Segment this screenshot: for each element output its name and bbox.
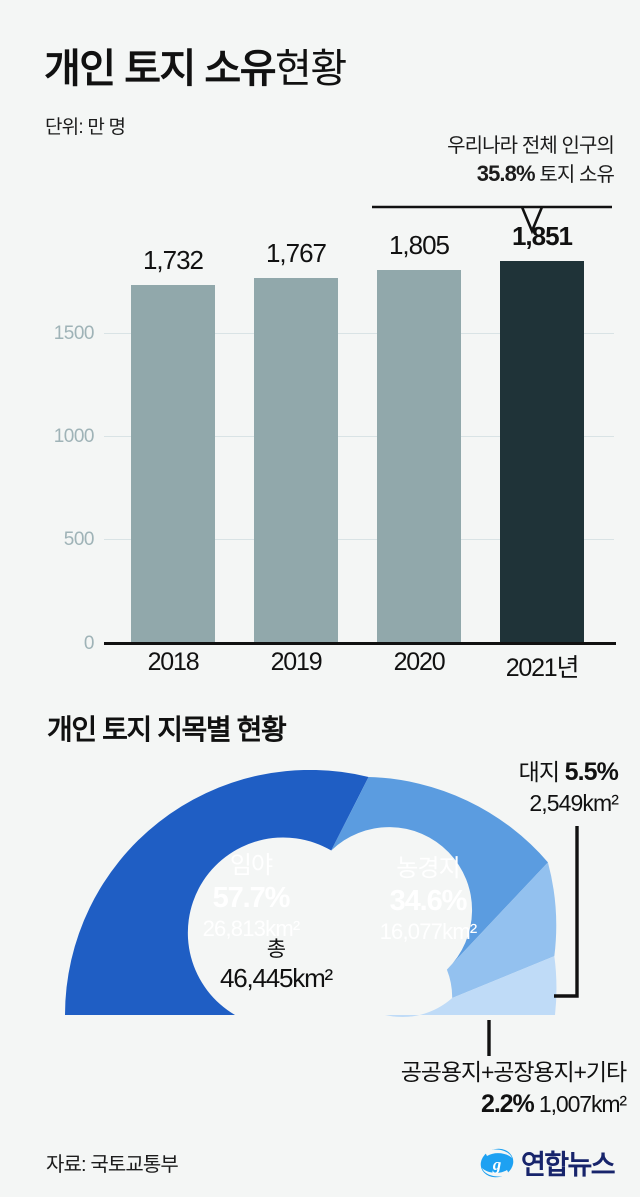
pie-callout-etc-area: 1,007km²: [538, 1090, 627, 1117]
pie-center-value: 46,445km²: [219, 962, 333, 993]
y-axis-tick-1000: 1000: [53, 426, 95, 447]
source-text: 자료: 국토교통부: [46, 1154, 179, 1176]
bar-value-2018: 1,732: [142, 245, 204, 275]
pie-label-nonggyeongji-name: 농경지: [396, 855, 460, 882]
pie-label-imya-name: 임야: [229, 852, 273, 879]
pie-label-nonggyeongji-percent: 34.6%: [389, 884, 468, 917]
callout-line-2: 35.8% 토지 소유: [447, 159, 615, 188]
pie-leader-daeji-icon: [554, 826, 579, 998]
bar-rect-2019: [254, 278, 338, 642]
svg-text:g: g: [492, 1155, 502, 1174]
callout-annotation: 우리나라 전체 인구의 35.8% 토지 소유: [447, 133, 615, 189]
pie-label-imya: 임야 57.7% 26,813km²: [156, 852, 346, 942]
pie-center-label: 총: [266, 938, 286, 961]
gridline-1500: [104, 333, 614, 334]
yonhap-logo-text: 연합뉴스: [521, 1150, 616, 1180]
callout-line-1: 우리나라 전체 인구의: [447, 135, 615, 157]
pie-slice-daeji[interactable]: [446, 862, 557, 999]
bar-value-2019: 1,767: [265, 238, 327, 268]
pie-label-imya-percent: 57.7%: [212, 881, 291, 914]
pie-callout-daeji-name: 대지: [518, 759, 560, 785]
bar-value-2020: 1,805: [388, 230, 450, 260]
callout-suffix: 토지 소유: [539, 164, 615, 187]
pie-callout-etc: 공공용지+공장용지+기타 2.2% 1,007km²: [400, 1058, 627, 1121]
pie-label-nonggyeongji-area: 16,077km²: [379, 918, 478, 944]
x-axis-line: [104, 642, 616, 645]
pie-label-nonggyeongji: 농경지 34.6% 16,077km²: [338, 855, 518, 945]
gridline-1000: [104, 436, 614, 437]
pie-callout-daeji-line1: 대지 5.5%: [518, 757, 619, 789]
pie-callout-daeji-percent: 5.5%: [564, 758, 619, 786]
donut-section-title: 개인 토지 지목별 현황: [47, 714, 287, 745]
page-title-light: 현황: [275, 47, 347, 91]
bar-chart: 0 500 1000 1500 1,732 1,767 1,805 1,851 …: [0, 221, 640, 688]
pie-callout-etc-percent: 2.2%: [481, 1089, 535, 1118]
pie-chart-svg: [64, 769, 557, 1018]
pie-callout-etc-line2: 2.2% 1,007km²: [401, 1088, 627, 1121]
pie-callout-daeji-area: 2,549km²: [529, 789, 619, 816]
pie-center-total: 총 46,445km²: [207, 938, 345, 1012]
y-axis-tick-1500: 1500: [53, 323, 95, 344]
pie-chart: [28, 769, 612, 1050]
x-axis-label-2019: 2019: [270, 648, 323, 676]
pie-slice-etc[interactable]: [385, 956, 557, 1018]
pie-slice-imya[interactable]: [64, 769, 369, 1015]
pie-callout-etc-name: 공공용지+공장용지+기타: [400, 1059, 627, 1085]
callout-percent: 35.8%: [476, 161, 536, 187]
bar-rect-2018: [131, 285, 215, 642]
pie-label-imya-area: 26,813km²: [202, 915, 301, 941]
bar-rect-2020: [377, 270, 461, 642]
yonhap-swoosh-icon: g: [480, 1148, 514, 1177]
bar-rect-2021: [500, 261, 584, 642]
bar-value-2021: 1,851: [511, 221, 573, 251]
unit-label: 단위: 만 명: [45, 117, 126, 138]
pie-slice-nonggyeongji[interactable]: [331, 777, 548, 970]
gridline-500: [104, 539, 614, 540]
x-axis-label-2021: 2021년: [505, 654, 580, 682]
y-axis-tick-500: 500: [63, 529, 95, 550]
pie-leader-etc-icon: [487, 1020, 491, 1056]
x-axis-label-2020: 2020: [393, 648, 446, 676]
page-title-bold: 개인 토지 소유: [44, 47, 277, 91]
page-title: 개인 토지 소유현황: [44, 36, 347, 94]
x-axis-label-2018: 2018: [147, 648, 200, 676]
yonhap-logo[interactable]: g 연합뉴스: [479, 1143, 616, 1182]
callout-pointer-icon: [372, 205, 612, 235]
pie-callout-daeji: 대지 5.5% 2,549km²: [518, 757, 619, 817]
y-axis-tick-0: 0: [83, 633, 95, 654]
